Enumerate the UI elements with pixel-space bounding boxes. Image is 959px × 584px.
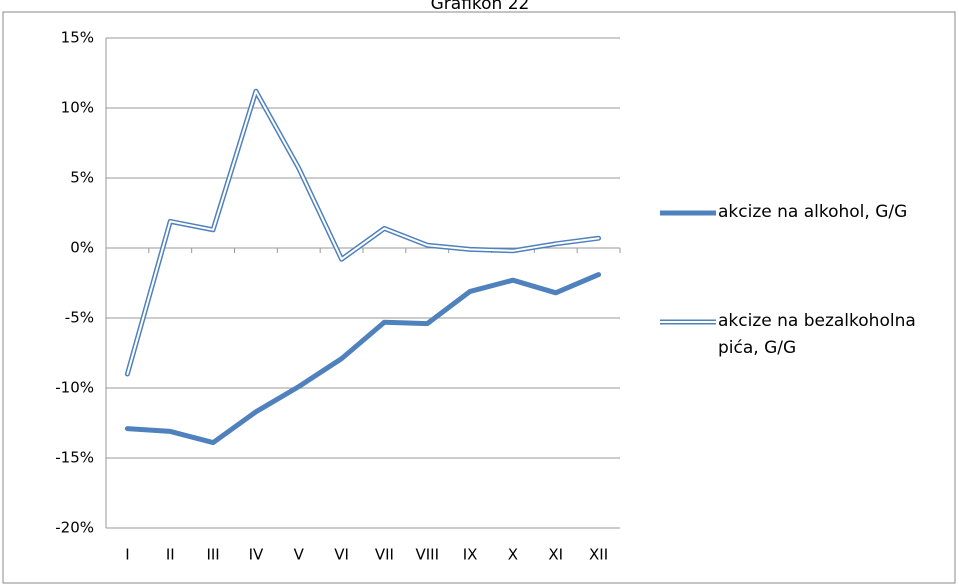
x-tick-label: V (294, 546, 305, 564)
y-tick-label: 15% (61, 29, 94, 47)
y-tick-label: 0% (70, 239, 94, 257)
legend-label: akcize na alkohol, G/G (718, 202, 908, 222)
y-tick-label: -5% (65, 309, 94, 327)
y-tick-label: 5% (70, 169, 94, 187)
x-tick-label: X (508, 546, 518, 564)
series-line-inner (126, 90, 600, 375)
x-tick-label: VII (375, 546, 394, 564)
x-tick-label: VIII (415, 546, 439, 564)
x-tick-label: IV (249, 546, 264, 564)
chart-frame (2, 11, 956, 584)
x-tick-label: II (166, 546, 175, 564)
series-line (124, 88, 602, 377)
chart-title: Grafikon 22 (431, 0, 530, 14)
x-tick-label: III (206, 546, 219, 564)
y-tick-label: -15% (55, 449, 94, 467)
legend-label: akcize na bezalkoholna pića, G/G (718, 311, 916, 358)
x-tick-label: IX (463, 546, 478, 564)
series-line (124, 272, 602, 446)
x-tick-label: XII (589, 546, 608, 564)
y-tick-label: 10% (61, 99, 94, 117)
y-tick-label: -20% (55, 519, 94, 537)
y-tick-label: -10% (55, 379, 94, 397)
x-tick-label: VI (334, 546, 349, 564)
x-tick-label: I (125, 546, 129, 564)
x-tick-label: XI (548, 546, 563, 564)
